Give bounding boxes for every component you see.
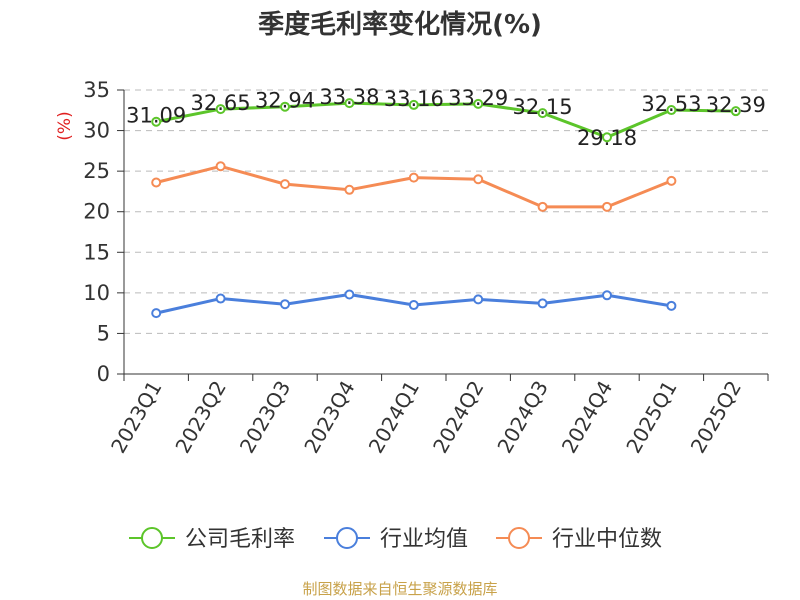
y-axis-label: (%) [55, 111, 75, 140]
y-tick-label: 5 [97, 321, 110, 345]
data-point [280, 179, 290, 190]
data-point [602, 132, 612, 143]
x-tick-label: 2024Q4 [557, 377, 617, 458]
x-tick-label: 2023Q2 [170, 377, 230, 458]
data-point [666, 300, 677, 311]
data-point [344, 289, 355, 300]
x-tick-label: 2024Q3 [492, 377, 552, 458]
data-label: 32.15 [513, 95, 573, 119]
y-tick-labels: 0 5 10 15 20 25 30 35 [83, 78, 110, 386]
data-point [730, 106, 741, 117]
y-tick-label: 25 [83, 159, 110, 183]
data-point [151, 308, 162, 319]
x-tick-labels: 2023Q1 2023Q2 2023Q3 2023Q4 2024Q1 2024Q2 2024… [106, 377, 746, 458]
data-point [344, 98, 355, 109]
data-point [473, 294, 484, 305]
data-label: 33.16 [384, 87, 444, 111]
data-point [537, 298, 548, 309]
data-label: 31.09 [126, 104, 186, 128]
data-point [537, 108, 548, 119]
y-tick-label: 15 [83, 240, 110, 264]
data-point [666, 175, 677, 186]
data-point [151, 177, 162, 188]
data-point [215, 161, 226, 172]
chart-title: 季度毛利率变化情况(%) [258, 9, 542, 40]
data-point [344, 184, 355, 195]
grid-lines [124, 89, 768, 334]
y-tick-label: 0 [97, 362, 110, 386]
x-tick-label: 2024Q1 [364, 377, 424, 458]
legend-marker [508, 527, 530, 549]
data-point [408, 300, 419, 311]
data-label: 32.65 [191, 91, 251, 115]
y-tick-label: 30 [83, 119, 110, 143]
data-point [408, 99, 419, 110]
legend-marker [141, 527, 163, 549]
data-point [602, 201, 612, 212]
data-point [215, 104, 226, 115]
data-point [151, 116, 162, 127]
data-label: 29.18 [577, 126, 637, 150]
data-label: 33.29 [448, 86, 508, 110]
legend-label: 行业中位数 [552, 527, 662, 552]
series-line [155, 164, 672, 209]
series-lines [151, 98, 741, 319]
source-note: 制图数据来自恒生聚源数据库 [302, 580, 497, 598]
legend-label: 行业均值 [380, 527, 468, 552]
data-label: 33.38 [319, 85, 379, 109]
data-point [215, 293, 226, 304]
x-tick-label: 2023Q4 [299, 377, 359, 458]
data-label: 32.53 [641, 92, 701, 116]
data-label: 32.94 [255, 89, 315, 113]
legend-label: 公司毛利率 [185, 527, 295, 552]
axes [117, 89, 769, 381]
data-point [473, 98, 484, 109]
y-tick-label: 10 [83, 281, 110, 305]
data-label: 32.39 [706, 93, 766, 117]
data-point [602, 290, 612, 301]
data-point [473, 174, 484, 185]
x-tick-label: 2023Q1 [106, 377, 166, 458]
legend: 公司毛利率 行业均值 行业中位数 [129, 527, 662, 552]
data-point [280, 299, 290, 310]
y-tick-label: 20 [83, 200, 110, 224]
legend-marker [336, 527, 358, 549]
x-tick-label: 2025Q1 [621, 377, 681, 458]
data-point [408, 172, 419, 183]
x-tick-label: 2025Q2 [686, 377, 746, 458]
data-point [666, 105, 677, 116]
series-line [155, 101, 736, 139]
x-tick-label: 2024Q2 [428, 377, 488, 458]
data-point [537, 201, 548, 212]
x-tick-label: 2023Q3 [235, 377, 295, 458]
data-point [280, 101, 290, 112]
y-tick-label: 35 [83, 78, 110, 102]
